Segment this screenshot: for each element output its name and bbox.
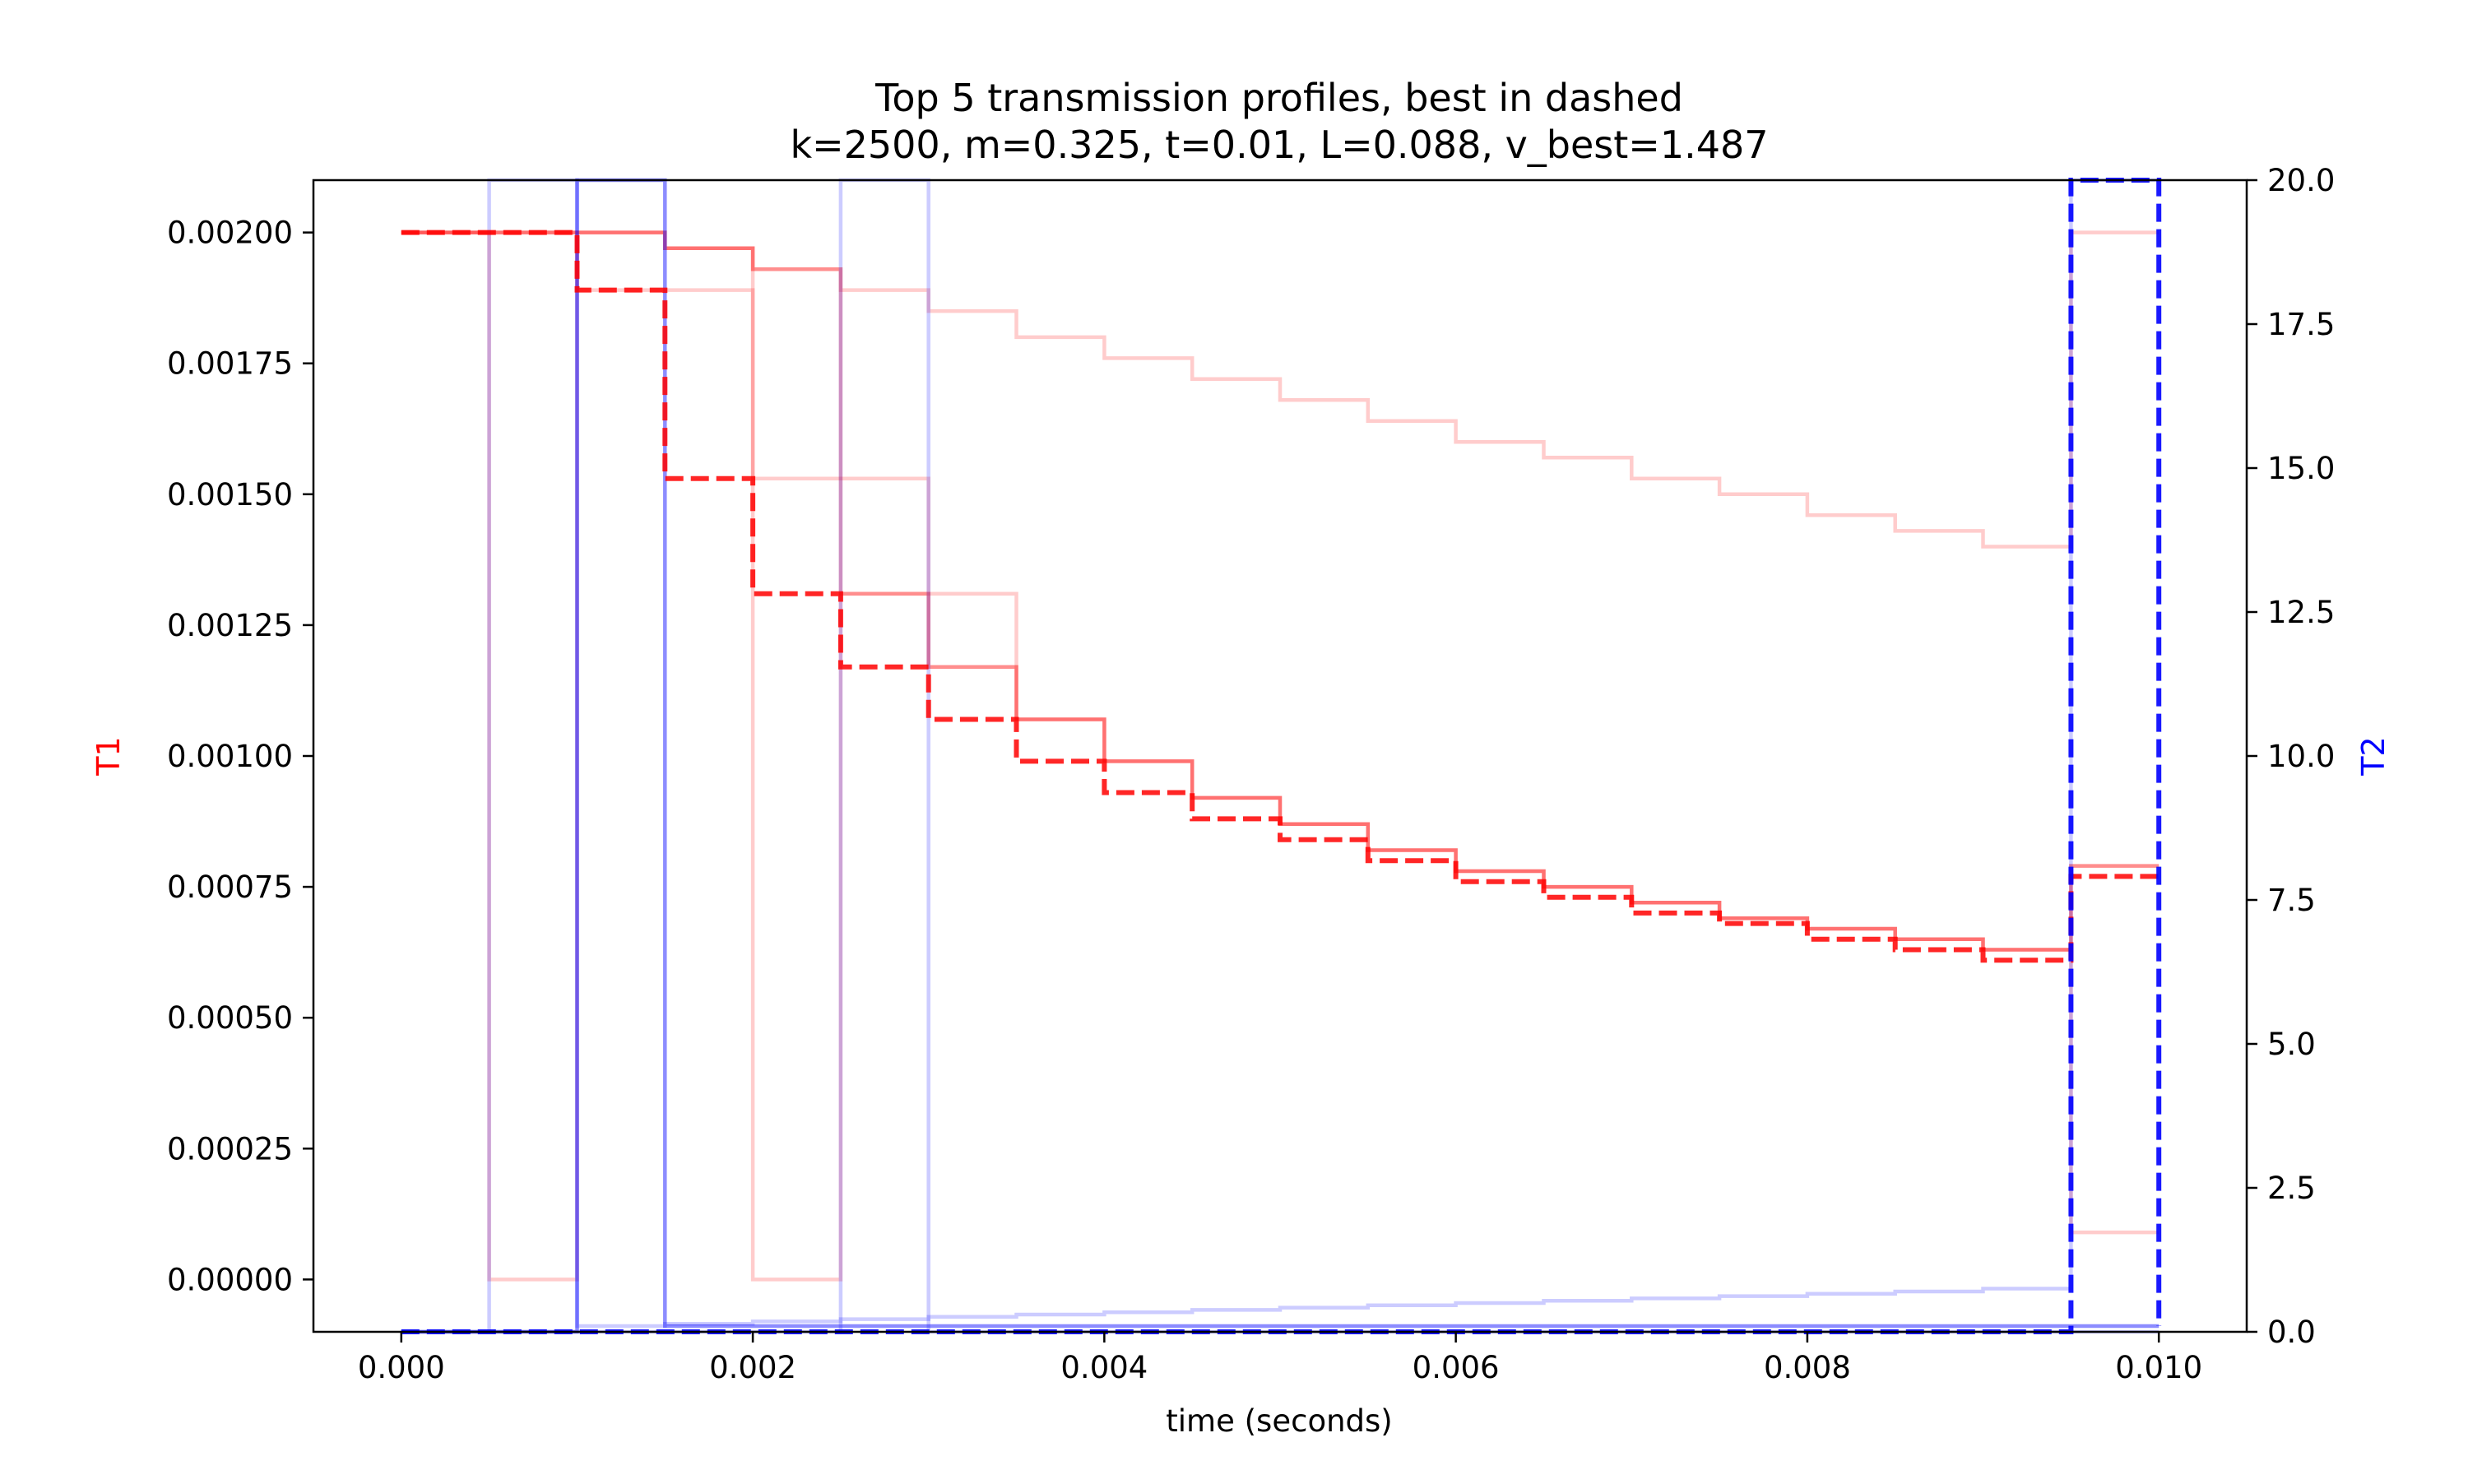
x-tick-label: 0.008 <box>1764 1350 1851 1385</box>
x-tick-label: 0.004 <box>1060 1350 1148 1385</box>
y-left-tick-label: 0.00125 <box>167 608 293 643</box>
y-right-tick-label: 17.5 <box>2267 307 2335 342</box>
y-left-tick-label: 0.00150 <box>167 477 293 512</box>
y-right-tick-label: 5.0 <box>2267 1027 2316 1062</box>
y-right-tick-label: 20.0 <box>2267 163 2335 198</box>
chart-subtitle: k=2500, m=0.325, t=0.01, L=0.088, v_best… <box>790 123 1768 167</box>
t2-series-line-5 <box>401 178 2160 1334</box>
x-axis-label: time (seconds) <box>1166 1403 1392 1439</box>
y-right-tick-label: 7.5 <box>2267 883 2316 918</box>
x-tick-label: 0.010 <box>2115 1350 2202 1385</box>
y-left-tick-label: 0.00000 <box>167 1262 293 1297</box>
y-left-tick-label: 0.00025 <box>167 1131 293 1166</box>
t1-series-line-0 <box>401 230 2160 549</box>
y-right-tick-label: 12.5 <box>2267 595 2335 630</box>
y-left-tick-label: 0.00075 <box>167 870 293 905</box>
y-left-tick-label: 0.00100 <box>167 739 293 774</box>
t1-series-line-best <box>401 230 2160 963</box>
chart-title: Top 5 transmission profiles, best in das… <box>874 76 1683 120</box>
y-axis-left-label: T1 <box>90 736 127 776</box>
x-tick-label: 0.006 <box>1413 1350 1500 1385</box>
y-left-tick-label: 0.00050 <box>167 1000 293 1036</box>
y-right-tick-label: 2.5 <box>2267 1171 2316 1206</box>
y-axis-right-label: T2 <box>2355 736 2391 776</box>
plot-frame <box>312 179 2248 1333</box>
t1-series-line-3 <box>401 230 2160 952</box>
y-right-tick-label: 0.0 <box>2267 1315 2316 1350</box>
y-right-tick-label: 15.0 <box>2267 451 2335 486</box>
y-left-tick-label: 0.00200 <box>167 216 293 251</box>
y-left-tick-label: 0.00175 <box>167 346 293 382</box>
y-right-tick-label: 10.0 <box>2267 739 2335 774</box>
x-tick-label: 0.002 <box>709 1350 796 1385</box>
x-tick-label: 0.000 <box>358 1350 445 1385</box>
ticks-layer: 0.000 0.002 0.004 0.006 0.008 0.010 0.00000 0.0… <box>167 163 2335 1385</box>
